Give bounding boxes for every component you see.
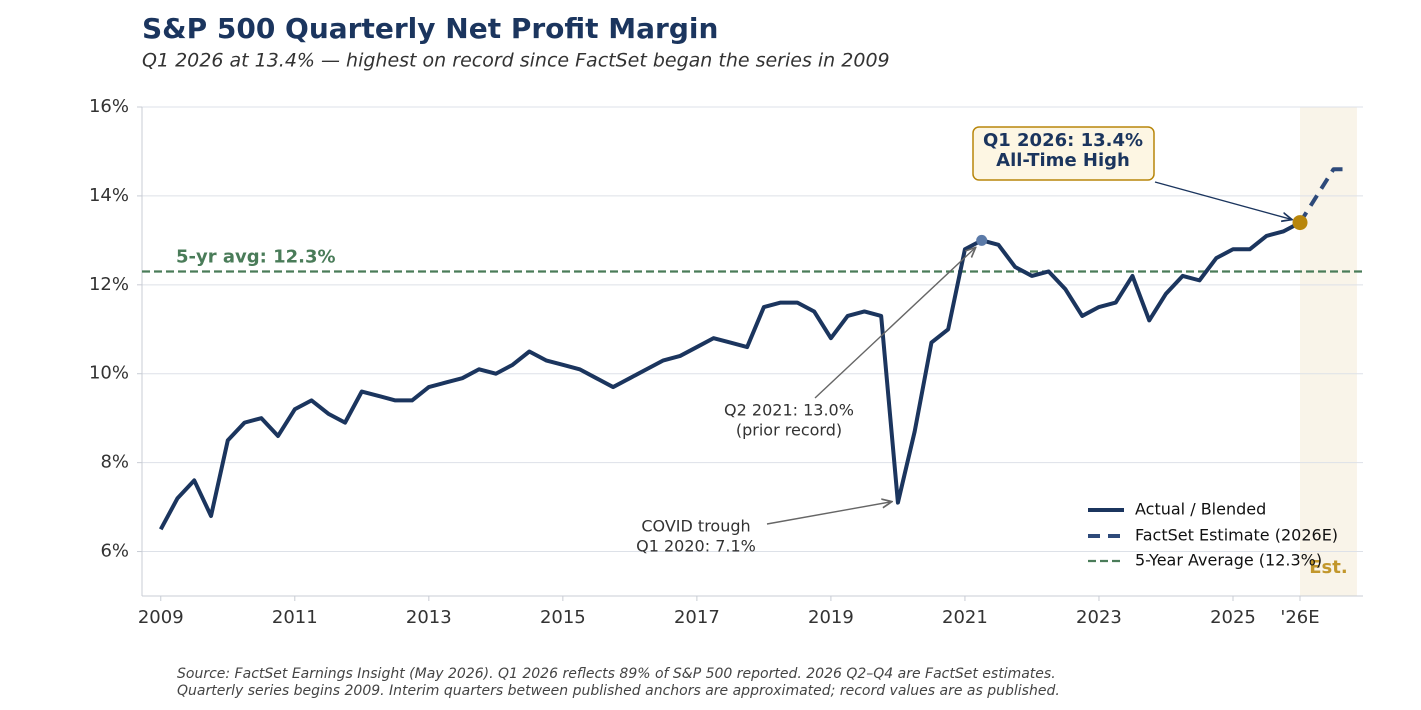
annotation-arrow bbox=[1154, 181, 1292, 220]
annotation-text: COVID trough bbox=[641, 517, 750, 536]
footnote: Source: FactSet Earnings Insight (May 20… bbox=[177, 666, 1056, 682]
y-tick-label: 10% bbox=[89, 363, 129, 384]
highlight-point bbox=[1292, 215, 1308, 231]
legend-label: Actual / Blended bbox=[1135, 500, 1266, 519]
y-tick-label: 14% bbox=[89, 185, 129, 206]
legend-label: 5-Year Average (12.3%) bbox=[1135, 551, 1322, 570]
annotation-box bbox=[972, 126, 1155, 181]
annotation-text: Q1 2020: 7.1% bbox=[636, 537, 756, 556]
annotation-arrow bbox=[814, 247, 976, 399]
x-tick-label: '26E bbox=[1280, 607, 1319, 628]
x-tick-label: 2015 bbox=[540, 607, 586, 628]
annotation-text: Q1 2026: 13.4% bbox=[983, 130, 1143, 151]
annotation-text: Q2 2021: 13.0% bbox=[724, 401, 854, 420]
series-line bbox=[1298, 167, 1351, 224]
series-line bbox=[159, 220, 1301, 531]
estimate-region bbox=[1300, 107, 1357, 596]
y-tick-label: 8% bbox=[100, 452, 129, 473]
x-tick-label: 2013 bbox=[406, 607, 452, 628]
legend-label: FactSet Estimate (2026E) bbox=[1135, 526, 1338, 545]
annotation-text: All-Time High bbox=[996, 150, 1130, 171]
x-tick-label: 2011 bbox=[272, 607, 318, 628]
x-tick-label: 2023 bbox=[1076, 607, 1122, 628]
chart-title: S&P 500 Quarterly Net Profit Margin bbox=[142, 12, 718, 45]
y-tick-label: 12% bbox=[89, 274, 129, 295]
y-tick-label: 6% bbox=[100, 541, 129, 562]
annotation-arrow bbox=[766, 502, 892, 525]
x-tick-label: 2019 bbox=[808, 607, 854, 628]
average-label: 5-yr avg: 12.3% bbox=[176, 246, 336, 267]
x-tick-label: 2025 bbox=[1210, 607, 1256, 628]
x-tick-label: 2017 bbox=[674, 607, 720, 628]
x-tick-label: 2021 bbox=[942, 607, 988, 628]
annotation-text: (prior record) bbox=[736, 421, 842, 440]
y-tick-label: 16% bbox=[89, 96, 129, 117]
chart-subtitle: Q1 2026 at 13.4% — highest on record sin… bbox=[142, 50, 890, 72]
footnote: Quarterly series begins 2009. Interim qu… bbox=[177, 683, 1060, 699]
estimate-label: Est. bbox=[1309, 557, 1347, 578]
highlight-point bbox=[976, 234, 988, 246]
x-tick-label: 2009 bbox=[138, 607, 184, 628]
